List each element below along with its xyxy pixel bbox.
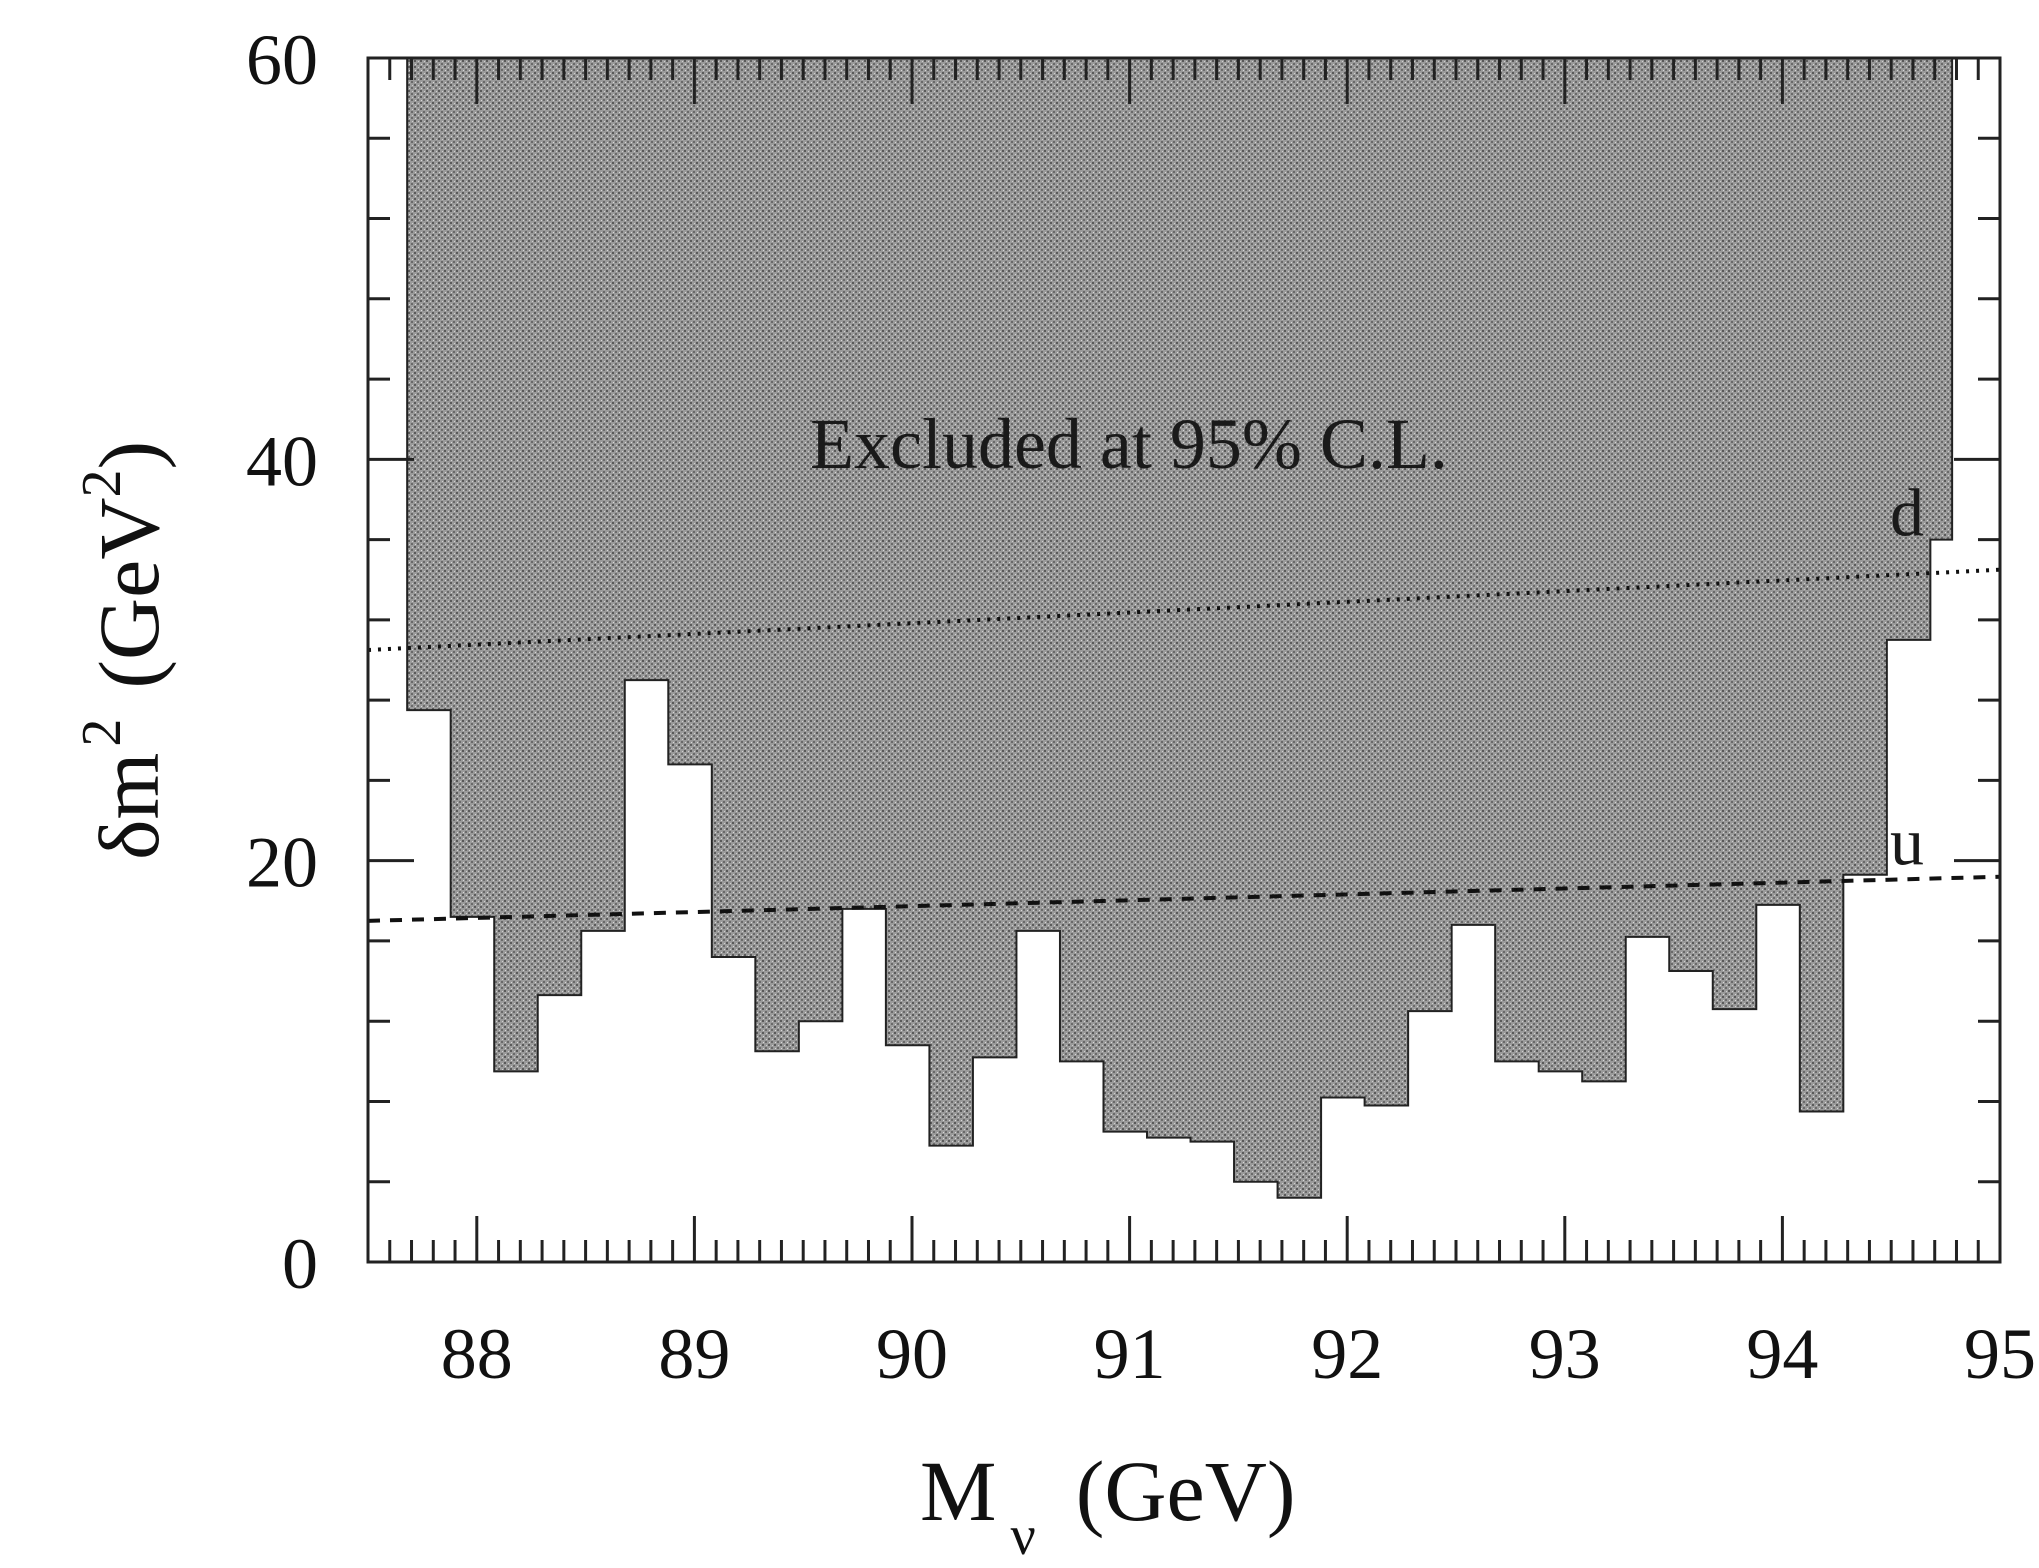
x-tick-label: 90 [876,1314,948,1394]
excluded-region [406,57,2000,1199]
series-label-u: u [1890,804,1924,880]
series-label-d: d [1890,475,1924,551]
plot-frame [366,56,2002,1264]
y-tick-label: 0 [282,1224,318,1304]
series-line-u [367,874,2001,923]
y-axis-title: δm2(GeV2) [71,441,177,860]
x-tick-label: 93 [1529,1314,1601,1394]
y-axis-title-text: δm2(GeV2) [71,441,177,860]
y-tick-label: 20 [246,823,318,903]
x-tick-label: 95 [1964,1314,2036,1394]
y-tick-label: 40 [246,421,318,501]
x-tick-label: 88 [441,1314,513,1394]
y-tick-label: 60 [246,20,318,100]
x-tick-label: 94 [1746,1314,1818,1394]
x-tick-label: 91 [1094,1314,1166,1394]
excluded-region-label: Excluded at 95% C.L. [810,404,1448,484]
x-tick-label: 89 [658,1314,730,1394]
series-line-d [367,567,2001,652]
x-tick-label: 92 [1311,1314,1383,1394]
